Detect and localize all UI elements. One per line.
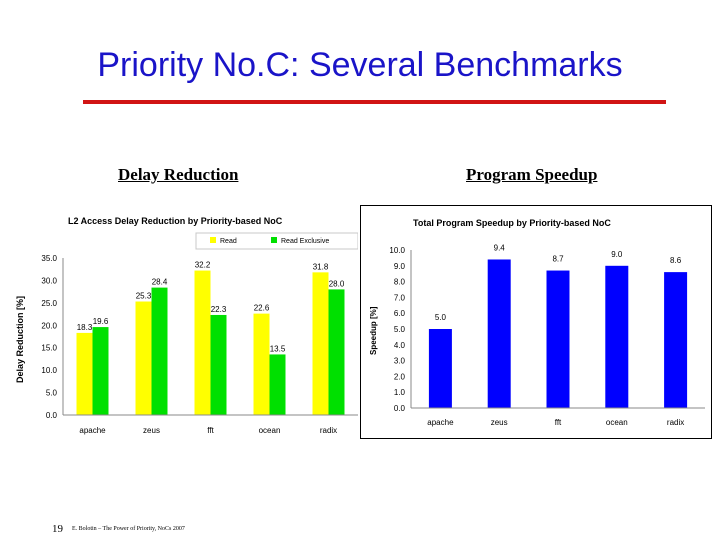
bar-read-exclusive-radix [328, 289, 345, 415]
x-tick-label: apache [427, 418, 454, 427]
bar-read-exclusive-fft [210, 314, 227, 415]
y-tick-label: 10.0 [389, 246, 405, 255]
y-tick-label: 2.0 [394, 372, 406, 381]
delay-reduction-label: Delay Reduction [118, 165, 239, 184]
bar-speedup-ocean [605, 265, 629, 408]
data-label: 32.2 [195, 261, 211, 270]
x-tick-label: radix [667, 418, 684, 427]
data-label: 22.3 [211, 305, 227, 314]
delay-reduction-chart: L2 Access Delay Reduction by Priority-ba… [0, 203, 358, 443]
bar-read-ocean [253, 313, 270, 415]
chart-title: Total Program Speedup by Priority-based … [413, 218, 611, 228]
x-tick-label: zeus [143, 426, 160, 435]
data-label: 9.0 [611, 250, 623, 259]
bar-read-apache [76, 332, 93, 415]
data-label: 18.3 [77, 323, 93, 332]
legend-label-read: Read [220, 238, 237, 245]
x-tick-label: radix [320, 426, 337, 435]
program-speedup-label: Program Speedup [466, 165, 598, 184]
bar-read-zeus [135, 301, 152, 415]
y-tick-label: 9.0 [394, 262, 406, 271]
program-speedup-chart: Total Program Speedup by Priority-based … [360, 205, 712, 439]
data-label: 5.0 [435, 313, 447, 322]
y-tick-label: 0.0 [394, 404, 406, 413]
y-tick-label: 5.0 [46, 389, 58, 398]
y-tick-label: 6.0 [394, 309, 406, 318]
bar-speedup-fft [546, 270, 570, 408]
legend-label-read-exclusive: Read Exclusive [281, 238, 329, 245]
x-tick-label: fft [207, 426, 214, 435]
y-tick-label: 1.0 [394, 388, 406, 397]
data-label: 28.4 [152, 278, 168, 287]
data-label: 28.0 [329, 279, 345, 288]
x-tick-label: apache [79, 426, 106, 435]
data-label: 31.8 [313, 262, 329, 271]
chart-title: L2 Access Delay Reduction by Priority-ba… [68, 216, 283, 226]
bar-read-fft [194, 270, 211, 415]
y-axis-label: Speedup [%] [369, 306, 378, 355]
y-tick-label: 30.0 [41, 276, 57, 285]
y-axis-label: Delay Reduction [%] [15, 296, 25, 383]
y-tick-label: 3.0 [394, 357, 406, 366]
y-tick-label: 10.0 [41, 366, 57, 375]
legend: Read Read Exclusive [195, 232, 358, 250]
data-label: 22.6 [254, 304, 270, 313]
bar-read-exclusive-zeus [151, 287, 168, 415]
y-tick-label: 20.0 [41, 321, 57, 330]
y-tick-label: 5.0 [394, 325, 406, 334]
y-tick-label: 8.0 [394, 278, 406, 287]
x-tick-label: ocean [606, 418, 628, 427]
footer-citation: E. Bolotin – The Power of Priority, NoCs… [72, 526, 185, 532]
data-label: 9.4 [494, 243, 506, 252]
bar-read-exclusive-apache [92, 327, 109, 415]
x-tick-label: ocean [259, 426, 281, 435]
data-label: 8.7 [552, 255, 564, 264]
x-tick-label: zeus [491, 418, 508, 427]
data-label: 13.5 [270, 344, 286, 353]
y-tick-label: 7.0 [394, 293, 406, 302]
slide-number: 19 [52, 523, 63, 535]
bar-speedup-apache [428, 329, 452, 408]
title-rule [83, 100, 666, 104]
y-tick-label: 35.0 [41, 254, 57, 263]
y-tick-label: 0.0 [46, 411, 58, 420]
y-tick-label: 4.0 [394, 341, 406, 350]
data-label: 25.3 [136, 292, 152, 301]
x-tick-label: fft [555, 418, 562, 427]
slide-title: Priority No.C: Several Benchmarks [97, 46, 623, 84]
legend-swatch-read-exclusive [271, 237, 277, 243]
y-tick-label: 25.0 [41, 299, 57, 308]
bar-read-radix [312, 272, 329, 415]
data-label: 8.6 [670, 256, 682, 265]
bar-speedup-zeus [487, 259, 511, 408]
legend-swatch-read [210, 237, 216, 243]
bar-read-exclusive-ocean [269, 354, 286, 415]
bar-speedup-radix [664, 272, 688, 408]
y-tick-label: 15.0 [41, 344, 57, 353]
data-label: 19.6 [93, 317, 109, 326]
